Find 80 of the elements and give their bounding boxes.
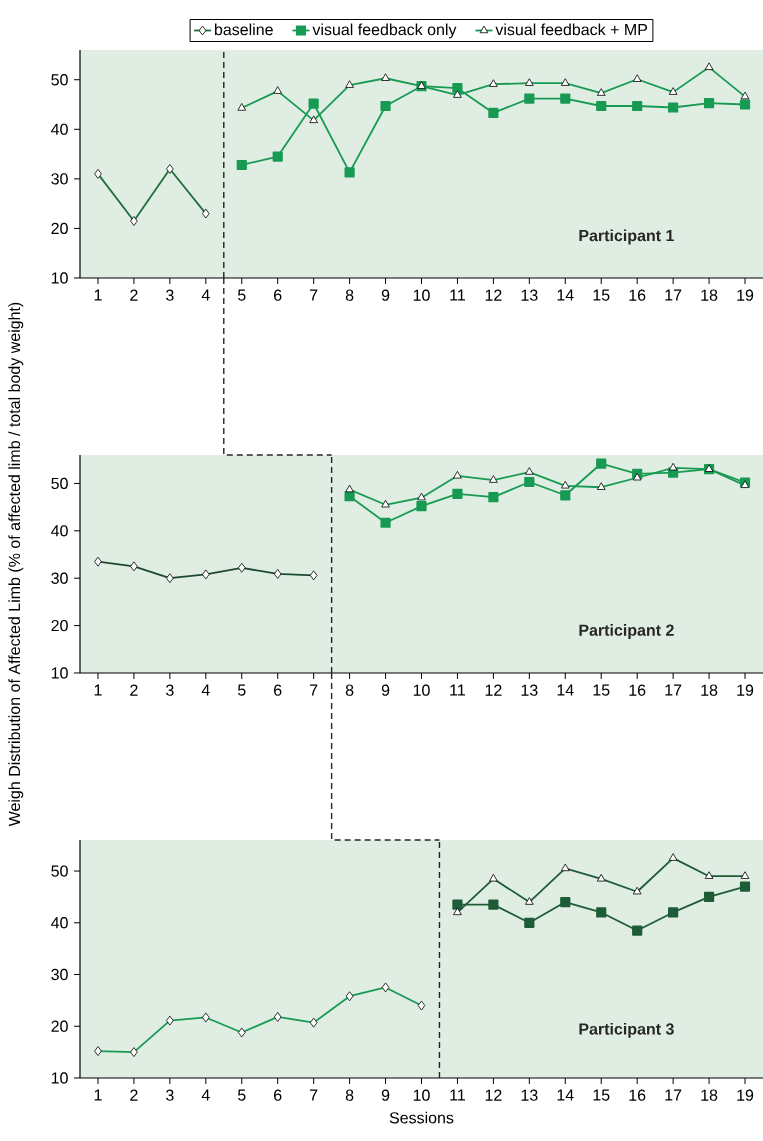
x-tick-label: 16 xyxy=(629,1089,646,1101)
x-tick-label: 13 xyxy=(521,684,538,696)
x-tick-label: 12 xyxy=(485,289,502,301)
x-tick-label: 2 xyxy=(130,684,138,696)
x-tick-label: 17 xyxy=(665,1089,682,1101)
y-tick-label: 10 xyxy=(51,272,68,284)
x-tick-label: 15 xyxy=(593,289,610,301)
x-tick-label: 5 xyxy=(237,1089,246,1101)
x-tick-label: 15 xyxy=(593,684,610,696)
y-tick-label: 40 xyxy=(51,123,68,135)
x-tick-label: 7 xyxy=(310,289,318,301)
x-tick-label: 1 xyxy=(94,289,102,301)
x-tick-label: 7 xyxy=(310,1089,318,1101)
legend-label: visual feedback + MP xyxy=(495,23,648,36)
y-tick-label: 40 xyxy=(51,917,68,929)
x-tick-label: 11 xyxy=(450,684,465,696)
x-tick-label: 8 xyxy=(345,1089,354,1101)
x-tick-label: 13 xyxy=(521,1089,538,1101)
x-tick-label: 3 xyxy=(166,684,174,696)
x-tick-label: 2 xyxy=(130,1089,138,1101)
x-tick-label: 4 xyxy=(201,684,210,696)
x-tick-label: 9 xyxy=(381,1089,390,1101)
x-tick-label: 5 xyxy=(237,684,246,696)
x-tick-label: 19 xyxy=(737,289,754,301)
x-tick-label: 17 xyxy=(665,289,682,301)
x-tick-label: 6 xyxy=(274,289,282,301)
x-tick-label: 9 xyxy=(381,684,390,696)
x-tick-label: 3 xyxy=(166,289,174,301)
y-tick-label: 20 xyxy=(51,222,68,235)
x-tick-label: 13 xyxy=(521,289,538,301)
x-tick-label: 9 xyxy=(381,289,390,301)
x-tick-label: 6 xyxy=(274,684,282,696)
y-tick-label: 10 xyxy=(51,667,68,679)
x-tick-label: 14 xyxy=(557,289,574,301)
y-tick-label: 30 xyxy=(51,572,68,584)
x-tick-label: 3 xyxy=(166,1089,174,1101)
annotation: Participant 1 xyxy=(579,229,674,245)
x-tick-label: 7 xyxy=(310,684,318,696)
x-tick-label: 12 xyxy=(485,684,502,696)
x-tick-label: 5 xyxy=(237,289,246,301)
x-axis-title: Sessions xyxy=(389,1111,454,1124)
x-tick-label: 1 xyxy=(94,684,102,696)
y-tick-label: 50 xyxy=(51,477,68,490)
x-tick-label: 18 xyxy=(701,684,718,696)
x-tick-label: 18 xyxy=(701,1089,718,1101)
legend-label: visual feedback only xyxy=(312,23,457,39)
x-tick-label: 18 xyxy=(701,289,718,301)
x-tick-label: 1 xyxy=(94,1089,102,1101)
x-tick-label: 15 xyxy=(593,1089,610,1101)
x-tick-label: 4 xyxy=(201,1089,210,1101)
x-tick-label: 4 xyxy=(201,289,210,301)
annotation: Participant 2 xyxy=(579,624,674,640)
x-tick-label: 12 xyxy=(485,1089,502,1101)
legend-label: baseline xyxy=(214,23,273,36)
x-tick-label: 10 xyxy=(413,684,430,696)
x-tick-label: 14 xyxy=(557,1089,574,1101)
x-tick-label: 6 xyxy=(274,1089,282,1101)
x-tick-label: 16 xyxy=(629,684,646,696)
x-tick-label: 11 xyxy=(450,289,465,301)
y-tick-label: 50 xyxy=(51,74,68,86)
x-tick-label: 8 xyxy=(345,289,354,301)
x-tick-label: 19 xyxy=(737,684,754,696)
x-tick-label: 16 xyxy=(629,289,646,301)
y-tick-label: 30 xyxy=(51,173,68,185)
x-tick-label: 10 xyxy=(413,289,430,301)
y-axis-title: Weigh Distribution of Affected Limb (% of affected limb / total body weight) xyxy=(8,302,24,827)
y-tick-label: 20 xyxy=(51,1020,68,1032)
x-tick-label: 10 xyxy=(413,1089,430,1101)
y-tick-label: 40 xyxy=(51,525,68,537)
x-tick-label: 17 xyxy=(665,684,682,696)
x-tick-label: 19 xyxy=(737,1089,754,1101)
annotation: Participant 3 xyxy=(579,1022,674,1038)
x-tick-label: 14 xyxy=(557,684,574,696)
x-tick-label: 2 xyxy=(130,289,138,301)
y-tick-label: 30 xyxy=(51,968,68,981)
y-tick-label: 50 xyxy=(51,865,68,877)
x-tick-label: 11 xyxy=(450,1089,465,1101)
y-tick-label: 10 xyxy=(51,1072,68,1084)
x-tick-label: 8 xyxy=(345,684,354,696)
y-tick-label: 20 xyxy=(51,619,68,632)
